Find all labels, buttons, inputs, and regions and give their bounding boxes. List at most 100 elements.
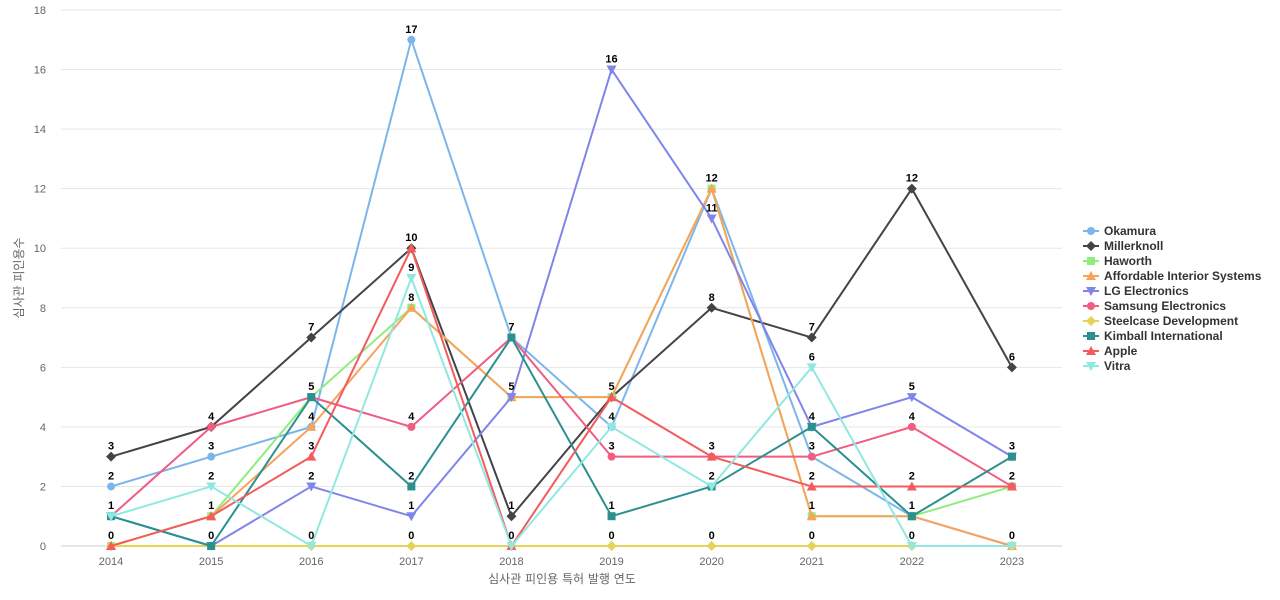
data-label: 1: [809, 500, 815, 512]
y-tick-label: 12: [34, 184, 46, 196]
data-point: [1006, 542, 1017, 551]
data-point: [807, 452, 816, 461]
data-point: [906, 542, 917, 551]
data-label: 0: [809, 530, 815, 542]
data-point: [706, 302, 717, 313]
data-point: [206, 511, 217, 521]
data-point: [406, 274, 417, 283]
data-label: 0: [208, 530, 214, 542]
legend-marker: [1086, 346, 1096, 355]
y-tick-label: 8: [40, 303, 46, 315]
data-point: [306, 421, 317, 431]
data-point: [307, 393, 316, 402]
data-point: [206, 482, 217, 492]
data-point: [406, 512, 417, 522]
x-tick-label: 2019: [599, 556, 623, 568]
data-label: 17: [405, 24, 417, 36]
data-label: 8: [408, 292, 414, 304]
legend-label: Haworth: [1104, 254, 1152, 268]
data-point: [1006, 481, 1017, 491]
series-line: [110, 187, 1013, 518]
legend-label: Kimball International: [1104, 329, 1223, 343]
data-point: [906, 393, 917, 403]
series-vitra: [106, 274, 1017, 551]
series-affordable-interior-systems: [106, 183, 1017, 550]
data-point: [306, 542, 317, 551]
series-apple: [106, 243, 1017, 550]
data-point: [406, 302, 417, 312]
y-tick-label: 6: [40, 362, 46, 374]
series-line: [110, 336, 1013, 547]
data-label: 3: [208, 441, 214, 453]
data-point: [806, 511, 817, 521]
legend-label: Okamura: [1104, 224, 1156, 238]
data-label: 1: [909, 500, 915, 512]
y-axis-title: 심사관 피인용수: [12, 237, 26, 318]
data-label: 0: [108, 530, 114, 542]
legend-label: Steelcase Development: [1104, 314, 1238, 328]
data-label: 1: [608, 500, 614, 512]
x-axis-title: 심사관 피인용 특허 발행 연도: [488, 571, 636, 586]
data-point: [207, 422, 216, 431]
legend-item: Affordable Interior Systems: [1083, 269, 1262, 283]
y-tick-label: 10: [34, 243, 46, 255]
legend-marker: [1087, 302, 1095, 310]
legend-label: Affordable Interior Systems: [1104, 269, 1262, 283]
x-tick-label: 2023: [1000, 556, 1024, 568]
data-point: [806, 332, 817, 343]
data-label: 0: [508, 530, 514, 542]
data-label: 7: [809, 322, 815, 334]
data-label: 16: [605, 54, 617, 66]
data-label: 5: [608, 381, 614, 393]
data-point: [906, 481, 917, 491]
data-point: [407, 422, 416, 431]
data-label: 2: [1009, 470, 1015, 482]
data-point: [706, 451, 717, 461]
data-label: 11: [706, 202, 718, 214]
legend-marker: [1087, 332, 1095, 340]
legend-item: Steelcase Development: [1083, 314, 1238, 328]
data-label: 2: [208, 470, 214, 482]
legend-label: Millerknoll: [1104, 239, 1163, 253]
legend-label: Vitra: [1104, 359, 1131, 373]
series-steelcase-development: [106, 541, 1017, 551]
x-tick-label: 2014: [99, 556, 123, 568]
legend-item: Apple: [1083, 344, 1138, 358]
data-point: [406, 541, 417, 551]
data-label: 5: [909, 381, 915, 393]
data-point: [606, 392, 617, 402]
data-label: 0: [1009, 530, 1015, 542]
data-point: [806, 481, 817, 491]
data-label: 12: [706, 173, 718, 185]
data-label: 4: [608, 411, 615, 423]
data-point: [306, 332, 317, 343]
data-label: 6: [809, 351, 815, 363]
data-label: 3: [1009, 441, 1015, 453]
data-point: [106, 541, 117, 550]
data-point: [907, 422, 916, 431]
data-point: [607, 512, 616, 521]
legend-item: Millerknoll: [1083, 239, 1163, 253]
data-point: [606, 422, 617, 432]
series-group: [106, 35, 1017, 551]
legend-item: Kimball International: [1083, 329, 1223, 343]
data-point: [706, 183, 717, 193]
data-point: [706, 214, 717, 224]
data-labels: 3210432107543201710984210751016543101211…: [108, 24, 1015, 542]
y-tick-label: 4: [40, 422, 46, 434]
data-label: 4: [308, 411, 315, 423]
data-label: 0: [408, 530, 414, 542]
x-tick-label: 2017: [399, 556, 423, 568]
data-point: [806, 541, 817, 551]
data-point: [207, 452, 216, 461]
data-point: [507, 333, 516, 342]
data-point: [706, 482, 717, 492]
data-point: [207, 542, 216, 550]
data-point: [106, 451, 117, 462]
data-label: 12: [906, 173, 918, 185]
x-tick-label: 2020: [699, 556, 723, 568]
legend-item: Vitra: [1083, 359, 1131, 373]
data-point: [306, 451, 317, 461]
